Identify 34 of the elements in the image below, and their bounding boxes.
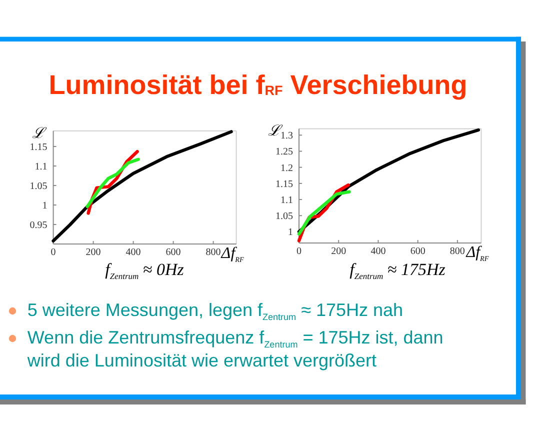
y-tick-label: 1.1	[34, 162, 48, 172]
x-tick-label: 600	[410, 246, 426, 257]
y-tick-label: 1.1	[280, 195, 293, 206]
y-axis-title: ℒ	[268, 124, 280, 140]
y-tick-label: 1.3	[280, 130, 293, 142]
x-tick-label: 200	[86, 247, 101, 258]
y-tick-label: 1.2	[280, 162, 293, 174]
y-axis-title: ℒ	[32, 126, 47, 142]
x-tick-label: 400	[126, 247, 141, 258]
y-tick-label: 1	[42, 200, 48, 212]
y-tick-label: 1.05	[276, 211, 293, 222]
line-series	[297, 190, 351, 236]
line-series	[86, 158, 140, 208]
y-tick-label: 0.95	[30, 220, 48, 231]
y-tick-label: 1.05	[30, 181, 48, 192]
text: Wenn die Zentrumsfrequenz f$_{Zentrum}$ = 175Hz ist, dann wird die Luminosität wie erwartet vergrößert	[26, 328, 444, 370]
x-tick-label: 800	[450, 246, 465, 257]
text: f$_{Zentrum}$ ≈ 175Hz	[350, 260, 446, 282]
y-tick-label: 1.15	[276, 178, 293, 190]
x-tick-label: 0	[50, 247, 56, 258]
y-tick-label: 1.15	[30, 142, 48, 153]
text: f$_{Zentrum}$ ≈ 0Hz	[105, 260, 184, 282]
x-tick-label: 400	[370, 246, 386, 257]
chart-title: Luminosität bei fRF Verschiebung	[48, 70, 468, 100]
y-tick-label: 1.25	[276, 146, 293, 158]
x-axis-title: Δf$_{RF}$	[220, 245, 245, 264]
x-tick-label: 800	[206, 247, 221, 258]
x-tick-label: 200	[331, 246, 346, 257]
x-tick-label: 0	[296, 246, 302, 257]
y-tick-label: 1	[288, 227, 293, 238]
text: 5 weitere Messungen, legen f$_{Zentrum}$ ≈ 175Hz nah	[27, 300, 404, 322]
line-series	[52, 130, 233, 242]
x-tick-label: 600	[166, 247, 181, 258]
x-axis-title: Δf$_{RF}$	[465, 244, 490, 263]
